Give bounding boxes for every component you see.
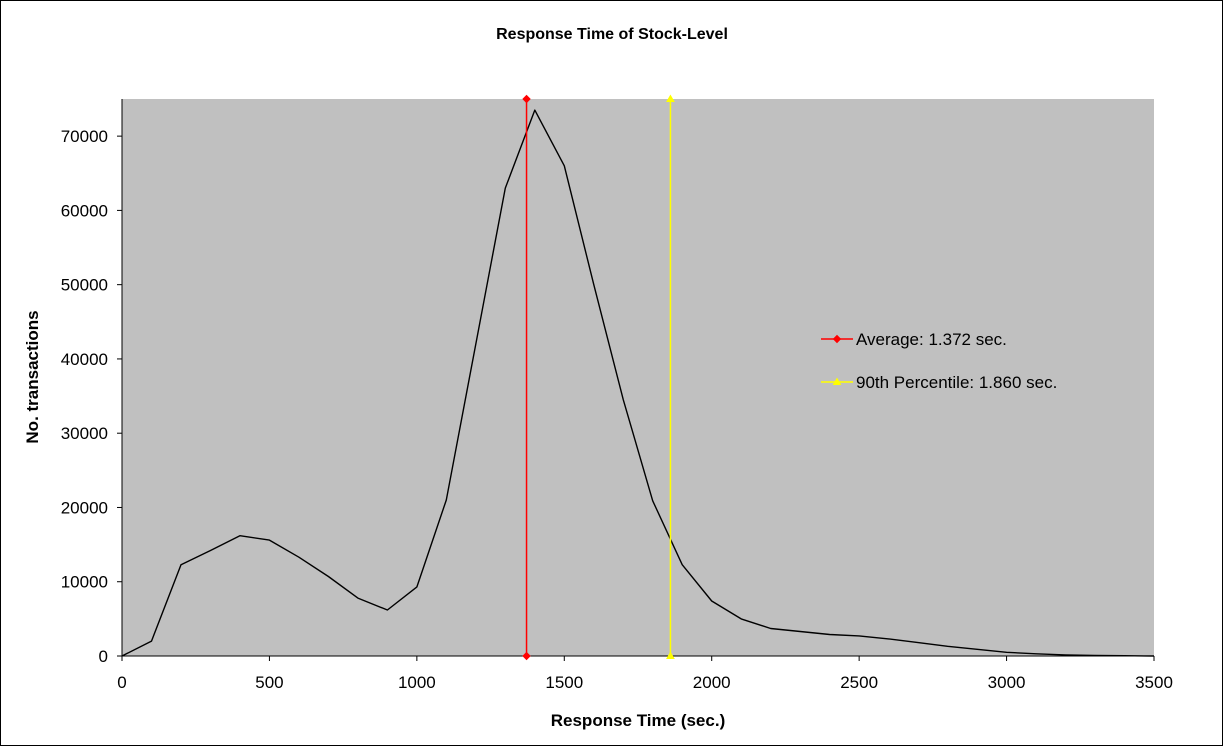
y-tick-label: 50000 [61, 276, 108, 295]
x-tick-label: 3500 [1135, 673, 1173, 692]
y-tick-label: 70000 [61, 127, 108, 146]
y-tick-labels: 0 10000 20000 30000 40000 50000 60000 70000 [61, 127, 108, 666]
reference-marker-bottom [666, 651, 675, 659]
y-tick-label: 40000 [61, 350, 108, 369]
legend-label: 90th Percentile: 1.860 sec. [856, 373, 1057, 392]
reference-lines [522, 94, 675, 661]
x-tick-label: 1000 [398, 673, 436, 692]
y-tick-label: 30000 [61, 424, 108, 443]
x-tick-label: 500 [255, 673, 283, 692]
x-tick-label: 0 [117, 673, 126, 692]
chart-title: Response Time of Stock-Level [496, 26, 728, 43]
y-axis-label: No. transactions [23, 310, 42, 443]
reference-marker-bottom [522, 651, 531, 661]
y-tick-label: 60000 [61, 201, 108, 220]
y-tick-label: 10000 [61, 573, 108, 592]
legend-swatch-marker [832, 334, 842, 344]
series-layer [121, 109, 1155, 657]
legend-swatch-marker [832, 377, 842, 385]
y-tick-label: 0 [99, 647, 108, 666]
reference-marker-top [666, 94, 675, 102]
legend-label: Average: 1.372 sec. [856, 330, 1007, 349]
y-tick-label: 20000 [61, 498, 108, 517]
series-line [121, 109, 1155, 657]
axes [117, 99, 1155, 661]
legend: Average: 1.372 sec. 90th Percentile: 1.86… [821, 330, 1057, 392]
x-tick-label: 2500 [840, 673, 878, 692]
reference-marker-top [522, 94, 531, 104]
x-axis-label: Response Time (sec.) [551, 711, 725, 730]
x-tick-label: 1500 [545, 673, 583, 692]
x-tick-label: 3000 [988, 673, 1026, 692]
plot-area [122, 99, 1154, 656]
x-tick-label: 2000 [693, 673, 731, 692]
x-tick-labels: 0 500 1000 1500 2000 2500 3000 3500 [117, 673, 1173, 692]
